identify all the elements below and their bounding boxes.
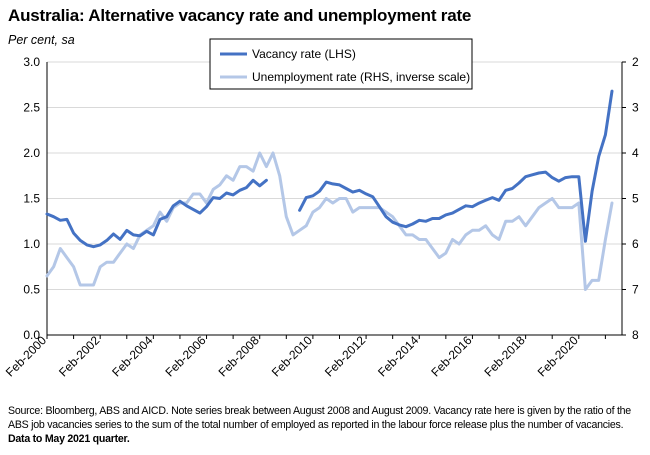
x-tick-label: Feb-2016: [428, 333, 474, 379]
left-tick-label: 1.0: [23, 237, 40, 251]
legend-label-vacancy: Vacancy rate (LHS): [252, 47, 356, 61]
left-tick-label: 1.5: [23, 192, 40, 206]
unemployment-rate-line: [45, 151, 614, 291]
units-label: Per cent, sa: [8, 33, 75, 47]
x-tick-label: Feb-2020: [535, 333, 581, 379]
right-tick-label: 5: [632, 192, 639, 206]
left-tick-label: 2.0: [23, 146, 40, 160]
x-tick-label: Feb-2014: [375, 333, 421, 379]
footnote-bold: Data to May 2021 quarter.: [8, 433, 130, 445]
right-tick-label: 8: [632, 328, 639, 342]
x-tick-label: Feb-2010: [269, 333, 315, 379]
x-tick-label: Feb-2018: [482, 333, 528, 379]
left-tick-label: 0.0: [23, 328, 40, 342]
left-tick-label: 2.5: [23, 101, 40, 115]
legend-box: [209, 38, 473, 90]
x-tick-label: Feb-2004: [109, 333, 155, 379]
chart-title: Australia: Alternative vacancy rate and …: [8, 6, 472, 25]
right-tick-label: 3: [632, 101, 639, 115]
x-tick-label: Feb-2008: [216, 333, 262, 379]
left-tick-label: 0.5: [23, 283, 40, 297]
legend: Vacancy rate (LHS) Unemployment rate (RH…: [209, 38, 473, 90]
x-tick-label: Feb-2006: [162, 333, 208, 379]
footnote-text: Source: Bloomberg, ABS and AICD. Note se…: [8, 405, 631, 431]
right-tick-label: 7: [632, 283, 639, 297]
legend-label-unemployment: Unemployment rate (RHS, inverse scale): [252, 70, 470, 84]
right-tick-label: 6: [632, 237, 639, 251]
right-tick-label: 4: [632, 146, 639, 160]
right-tick-label: 2: [632, 55, 639, 69]
x-tick-label: Feb-2002: [56, 333, 102, 379]
vacancy-rate-line: [45, 178, 268, 249]
gridlines: [47, 61, 622, 290]
left-tick-label: 3.0: [23, 55, 40, 69]
series-lines: [45, 89, 614, 291]
vacancy-rate-line: [298, 89, 614, 243]
x-tick-label: Feb-2012: [322, 333, 368, 379]
source-footnote: Source: Bloomberg, ABS and AICD. Note se…: [8, 404, 640, 446]
